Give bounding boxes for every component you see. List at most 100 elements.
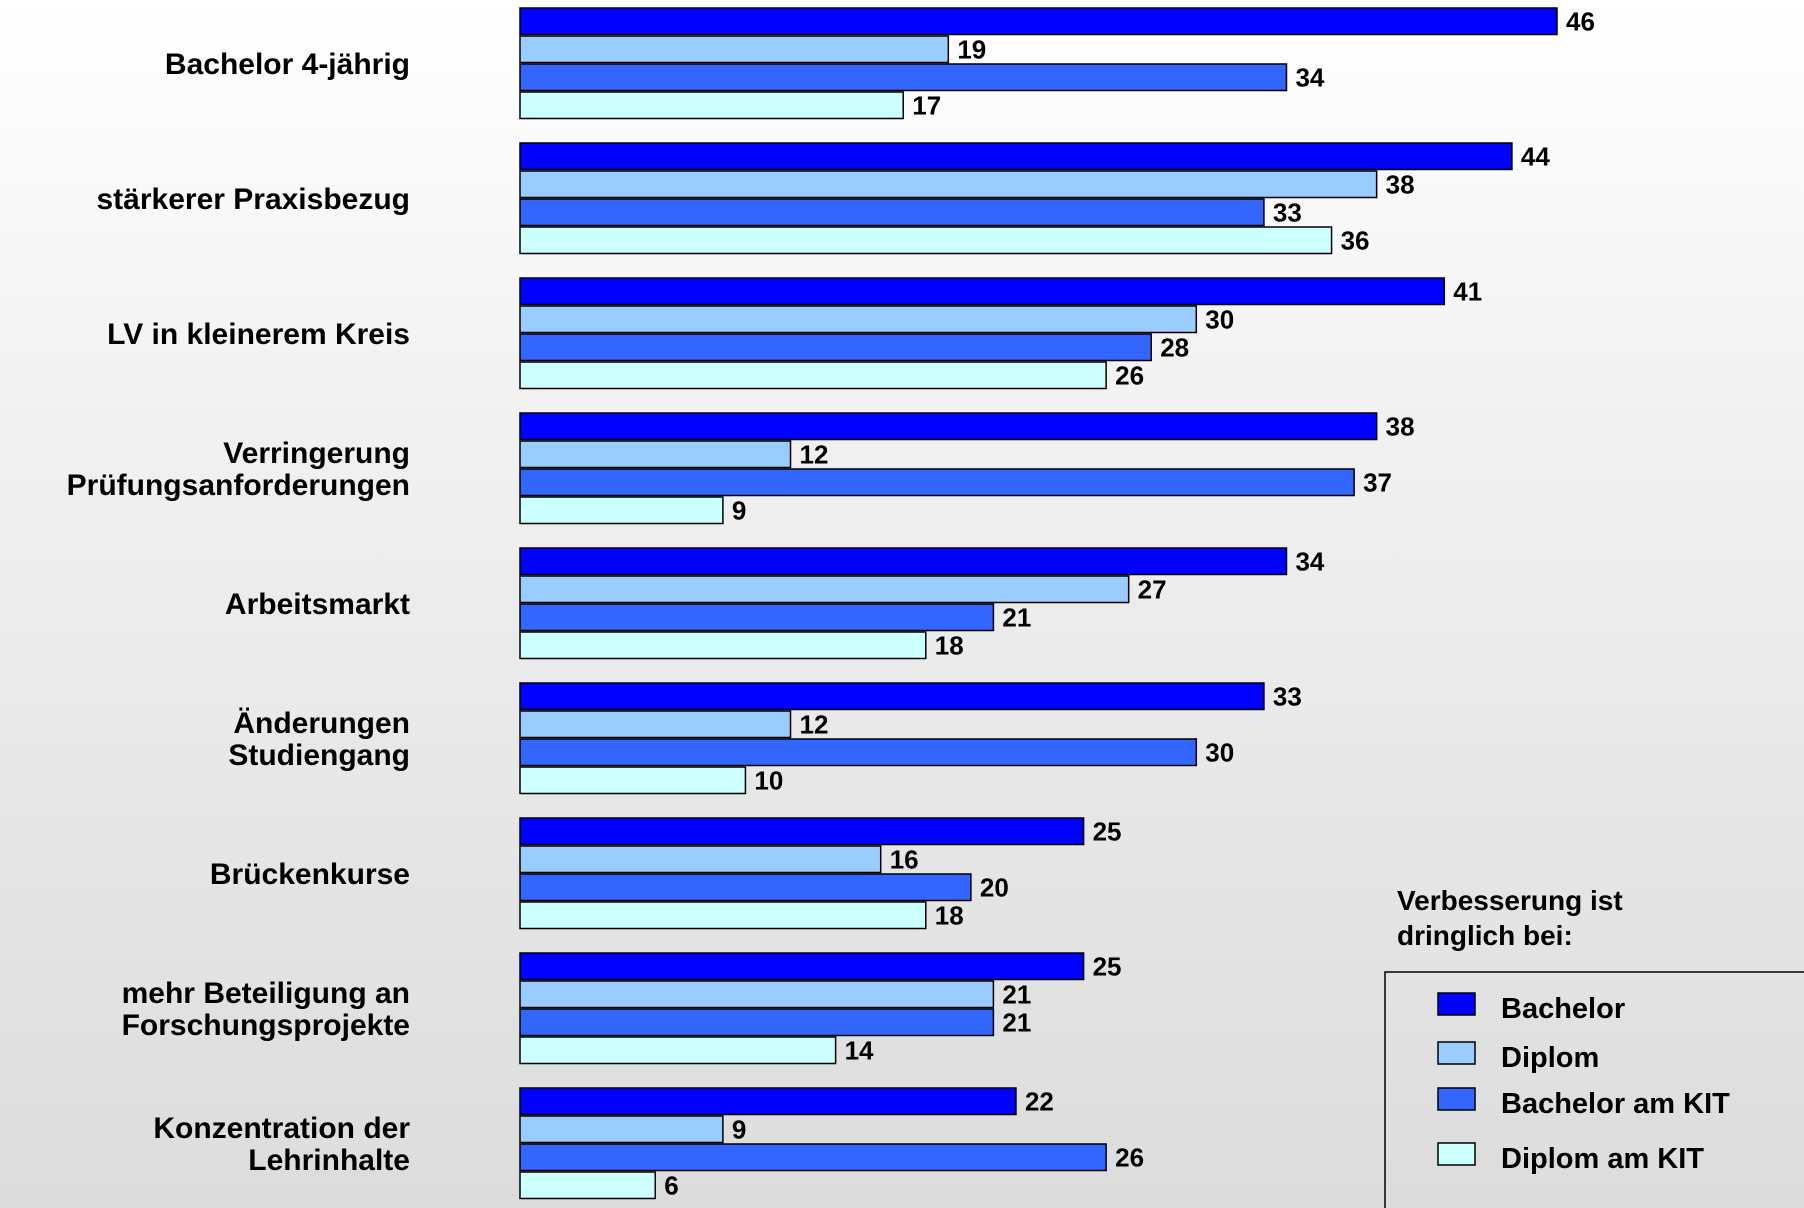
category-label: LV in kleinerem Kreis [107, 318, 410, 351]
bar [519, 91, 904, 120]
bar [519, 817, 1085, 846]
category-label: Studiengang [228, 739, 410, 772]
category-label: Konzentration der [153, 1112, 410, 1145]
bar [519, 412, 1378, 441]
bar [519, 766, 747, 795]
data-label: 6 [664, 1170, 678, 1200]
category-label: Verringerung [223, 437, 410, 470]
category-label: Lehrinhalte [248, 1144, 410, 1177]
data-label: 36 [1341, 225, 1370, 255]
bar [519, 1036, 837, 1065]
data-label: 44 [1521, 141, 1550, 171]
bar [519, 682, 1265, 711]
bar [519, 1115, 724, 1144]
data-label: 21 [1002, 979, 1031, 1009]
bar [519, 361, 1107, 390]
data-label: 28 [1160, 332, 1189, 362]
bar [519, 1087, 1017, 1116]
data-label: 30 [1205, 737, 1234, 767]
bar [519, 170, 1378, 199]
category-label: Bachelor 4-jährig [165, 48, 410, 81]
data-label: 38 [1386, 169, 1415, 199]
legend-swatch [1437, 992, 1476, 1016]
bar [519, 440, 792, 469]
legend-title-line-2: dringlich bei: [1397, 920, 1573, 951]
category-label: Arbeitsmarkt [225, 588, 410, 621]
bar [519, 468, 1355, 497]
bar [519, 333, 1152, 362]
bar [519, 198, 1265, 227]
legend-label: Bachelor am KIT [1501, 1088, 1730, 1120]
data-label: 9 [732, 1114, 746, 1144]
data-label: 41 [1453, 276, 1482, 306]
data-label: 21 [1002, 1007, 1031, 1037]
bar [519, 63, 1288, 92]
data-label: 34 [1295, 546, 1324, 576]
category-label: Prüfungsanforderungen [67, 469, 410, 502]
data-label: 16 [890, 844, 919, 874]
legend-swatch [1437, 1041, 1476, 1065]
bar [519, 980, 995, 1009]
data-label: 18 [935, 900, 964, 930]
bar [519, 575, 1130, 604]
bar [519, 1143, 1107, 1172]
data-label: 14 [845, 1035, 874, 1065]
legend-swatch [1437, 1087, 1476, 1111]
bar [519, 845, 882, 874]
bar [519, 35, 950, 64]
data-label: 27 [1138, 574, 1167, 604]
data-label: 46 [1566, 6, 1595, 36]
data-label: 33 [1273, 197, 1302, 227]
data-label: 25 [1093, 951, 1122, 981]
bar [519, 277, 1446, 306]
bar [519, 901, 927, 930]
data-label: 22 [1025, 1086, 1054, 1116]
data-label: 18 [935, 630, 964, 660]
bar [519, 603, 995, 632]
legend-label: Bachelor [1501, 993, 1625, 1025]
data-label: 33 [1273, 681, 1302, 711]
category-label: Forschungsprojekte [122, 1009, 410, 1042]
bar [519, 142, 1513, 171]
data-label: 34 [1295, 62, 1324, 92]
legend-swatch [1437, 1142, 1476, 1166]
legend: Verbesserung ist dringlich bei: Bachelor… [1384, 885, 1804, 1208]
category-label: stärkerer Praxisbezug [96, 183, 410, 216]
bar [519, 7, 1558, 36]
category-label: Änderungen [233, 707, 410, 740]
bar [519, 1008, 995, 1037]
legend-label: Diplom am KIT [1501, 1143, 1704, 1175]
bar [519, 952, 1085, 981]
legend-title-line-1: Verbesserung ist [1397, 885, 1623, 916]
bar [519, 631, 927, 660]
data-label: 21 [1002, 602, 1031, 632]
bar [519, 547, 1288, 576]
data-label: 10 [754, 765, 783, 795]
data-label: 26 [1115, 1142, 1144, 1172]
bar [519, 305, 1198, 334]
data-label: 37 [1363, 467, 1392, 497]
bar [519, 496, 724, 525]
legend-label: Diplom [1501, 1042, 1599, 1074]
category-label: Brückenkurse [210, 858, 410, 891]
data-label: 26 [1115, 360, 1144, 390]
data-label: 12 [800, 439, 829, 469]
data-label: 25 [1093, 816, 1122, 846]
bar [519, 710, 792, 739]
bar [519, 1171, 657, 1200]
data-label: 12 [800, 709, 829, 739]
bar [519, 738, 1198, 767]
data-label: 30 [1205, 304, 1234, 334]
data-label: 19 [957, 34, 986, 64]
legend-box [1384, 971, 1804, 1208]
data-label: 20 [980, 872, 1009, 902]
category-label: mehr Beteiligung an [122, 977, 410, 1010]
bar [519, 226, 1333, 255]
data-label: 9 [732, 495, 746, 525]
bars-group: 46 19 34 17 44 38 33 36 41 30 28 26 38 12 37 9 34 27 21 18 3… [519, 6, 1595, 1200]
data-label: 17 [912, 90, 941, 120]
data-label: 38 [1386, 411, 1415, 441]
bar [519, 873, 972, 902]
category-labels: Bachelor 4-jährig stärkerer Praxisbezug LV… [67, 48, 411, 1177]
